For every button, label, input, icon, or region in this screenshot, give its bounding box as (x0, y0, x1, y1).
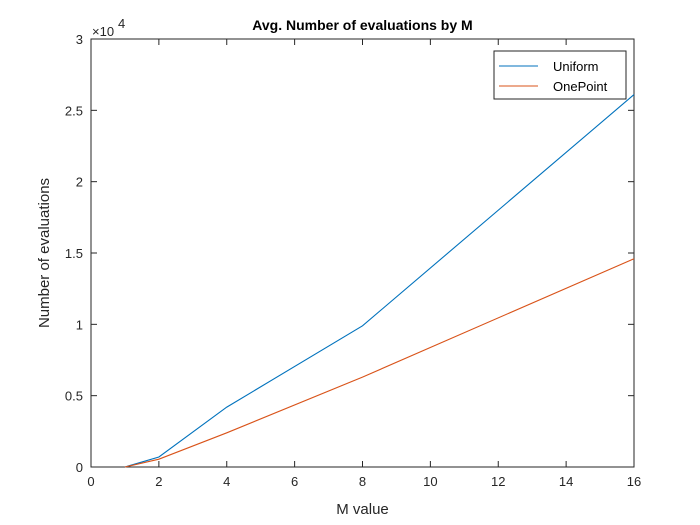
x-axis-label: M value (336, 501, 389, 518)
y-axis-label: Number of evaluations (36, 178, 53, 328)
y-tick-label: 0 (76, 460, 83, 475)
legend-label-uniform: Uniform (553, 59, 599, 74)
y-tick-label: 0.5 (65, 389, 83, 404)
y-tick-label: 1.5 (65, 246, 83, 261)
series-line-onepoint (124, 258, 635, 468)
x-tick-label: 10 (423, 474, 437, 489)
legend: Uniform OnePoint (493, 50, 627, 100)
x-tick-label: 2 (155, 474, 162, 489)
x-tick-label: 8 (359, 474, 366, 489)
legend-box (493, 50, 627, 100)
x-tick-label: 16 (627, 474, 641, 489)
y-exponent-power: 4 (118, 16, 125, 31)
x-tick-label: 14 (559, 474, 573, 489)
x-tick-label: 6 (291, 474, 298, 489)
y-exponent-base: ×10 (92, 24, 114, 39)
tick-group: 0 2 4 6 8 10 12 14 16 0 0.5 1 1.5 2 2.5 3 (65, 32, 641, 489)
y-tick-label: 2 (76, 175, 83, 190)
y-tick-label: 1 (76, 317, 83, 332)
x-tick-label: 4 (223, 474, 230, 489)
plot-area-box (90, 38, 635, 468)
x-tick-label: 0 (87, 474, 94, 489)
y-tick-label: 2.5 (65, 103, 83, 118)
chart-title: Avg. Number of evaluations by M (252, 17, 472, 33)
series-line-uniform (124, 94, 635, 468)
x-tick-label: 12 (491, 474, 505, 489)
y-tick-label: 3 (76, 32, 83, 47)
plot-axes (90, 38, 635, 468)
series-group (124, 94, 635, 468)
legend-label-onepoint: OnePoint (553, 79, 608, 94)
y-axis-exponent: ×10 4 (92, 16, 125, 39)
